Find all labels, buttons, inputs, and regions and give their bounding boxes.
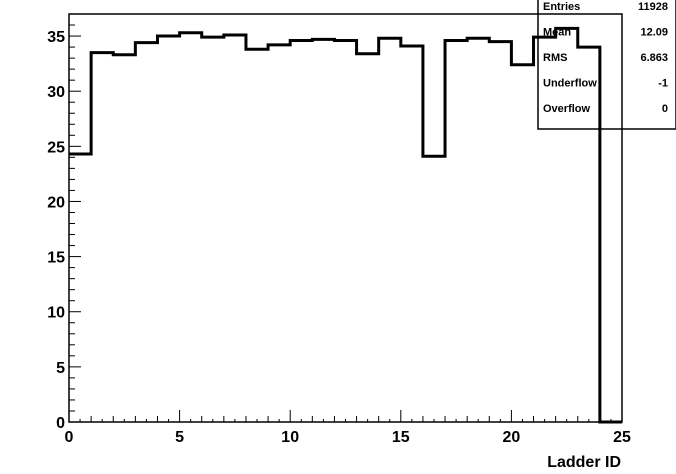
stats-label: Underflow <box>543 78 597 90</box>
y-tick-label: 20 <box>47 194 65 211</box>
y-tick-label: 5 <box>56 360 65 377</box>
x-axis-title: Ladder ID <box>547 454 621 471</box>
y-tick-label: 0 <box>56 415 65 432</box>
stats-value: 11928 <box>638 1 668 13</box>
stats-rows: Entries 11928 Mean 12.09 RMS 6.863 Underflow -1… <box>543 1 668 115</box>
y-tick-label: 15 <box>47 250 65 267</box>
stats-label: Entries <box>543 1 580 13</box>
x-tick-label: 5 <box>175 429 184 446</box>
x-tick-label: 10 <box>281 429 299 446</box>
stats-box-frame <box>537 0 676 130</box>
stats-label: Mean <box>543 27 571 39</box>
stats-label: Overflow <box>543 103 591 115</box>
histogram-series-line <box>69 26 622 424</box>
x-tick-label: 25 <box>613 429 631 446</box>
stats-value: 12.09 <box>640 27 668 39</box>
stats-box: Entries 11928 Mean 12.09 RMS 6.863 Underflow -1… <box>537 0 676 130</box>
y-tick-label: 30 <box>47 84 65 101</box>
tick-labels: 0 5 10 15 20 25 0 5 10 15 20 25 30 35 <box>47 29 631 446</box>
y-tick-label: 25 <box>47 139 65 156</box>
axis-ticks <box>68 24 623 423</box>
x-tick-label: 20 <box>503 429 521 446</box>
stats-value: -1 <box>658 78 668 90</box>
stats-label: RMS <box>543 52 567 64</box>
plot-frame <box>68 13 623 423</box>
stats-value: 0 <box>662 103 668 115</box>
x-tick-label: 0 <box>65 429 74 446</box>
stats-value: 6.863 <box>640 52 668 64</box>
x-tick-label: 15 <box>392 429 410 446</box>
y-tick-label: 35 <box>47 29 65 46</box>
y-tick-label: 10 <box>47 305 65 322</box>
